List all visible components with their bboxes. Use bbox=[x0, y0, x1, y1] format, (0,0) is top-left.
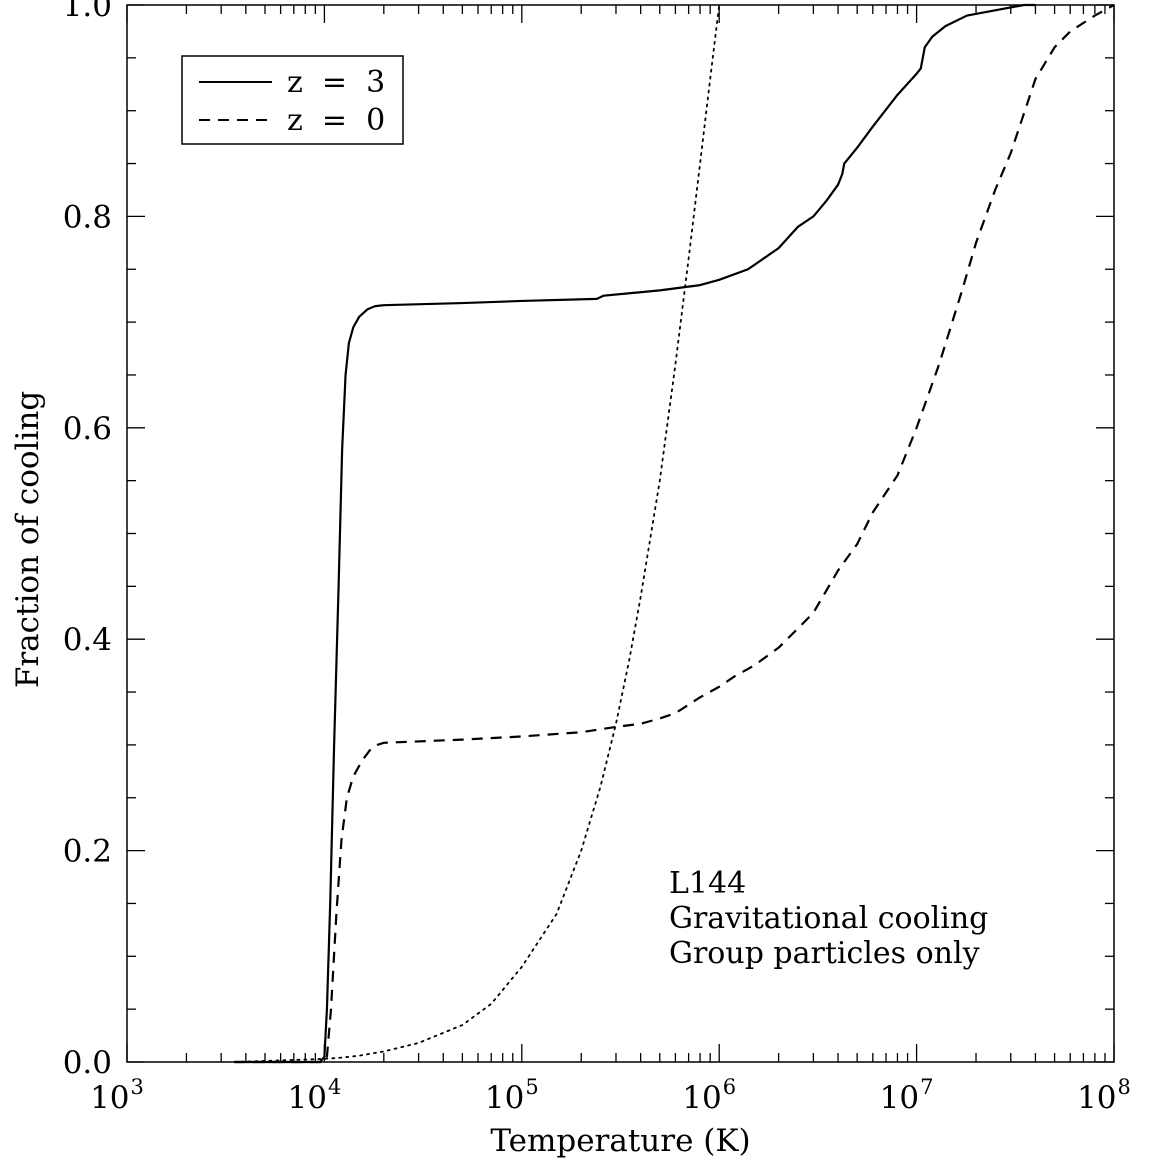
annotation-line-run: L144 bbox=[669, 866, 746, 901]
tick-layer: 103 104 105 106 107 108 0.0 0.2 0.4 0.6 0.8 1.0 bbox=[63, 0, 1131, 1116]
annotation-line-cooling: Gravitational cooling bbox=[669, 901, 988, 936]
y-tick-label: 0.4 bbox=[63, 622, 112, 658]
x-tick-label: 105 bbox=[485, 1075, 539, 1116]
x-tick-label: 108 bbox=[1077, 1075, 1131, 1116]
annotation-block: L144 Gravitational cooling Group particl… bbox=[669, 866, 988, 971]
y-tick-label: 0.8 bbox=[63, 199, 112, 235]
x-tick-label: 104 bbox=[287, 1075, 341, 1116]
y-tick-label: 0.6 bbox=[63, 411, 112, 447]
y-tick-label: 0.0 bbox=[63, 1045, 112, 1081]
y-tick-label: 0.2 bbox=[63, 834, 112, 870]
y-axis-label: Fraction of cooling bbox=[10, 391, 46, 688]
series-line-solid bbox=[234, 3, 1036, 1064]
annotation-line-particles: Group particles only bbox=[669, 936, 980, 971]
legend-label-z0: z = 0 bbox=[287, 103, 385, 138]
series-line-dashed bbox=[234, 4, 1115, 1064]
legend-label-z3: z = 3 bbox=[287, 65, 385, 100]
series-line-dotted bbox=[233, 4, 721, 1063]
x-tick-label: 106 bbox=[682, 1075, 736, 1116]
x-axis-label: Temperature (K) bbox=[490, 1123, 750, 1159]
plot-frame bbox=[126, 4, 1115, 1063]
legend-box bbox=[181, 55, 404, 145]
series-layer bbox=[233, 3, 1115, 1064]
y-tick-label: 1.0 bbox=[63, 0, 112, 24]
x-tick-label: 107 bbox=[880, 1075, 934, 1116]
x-tick-label: 103 bbox=[90, 1075, 144, 1116]
legend: z = 3 z = 0 bbox=[181, 55, 404, 145]
